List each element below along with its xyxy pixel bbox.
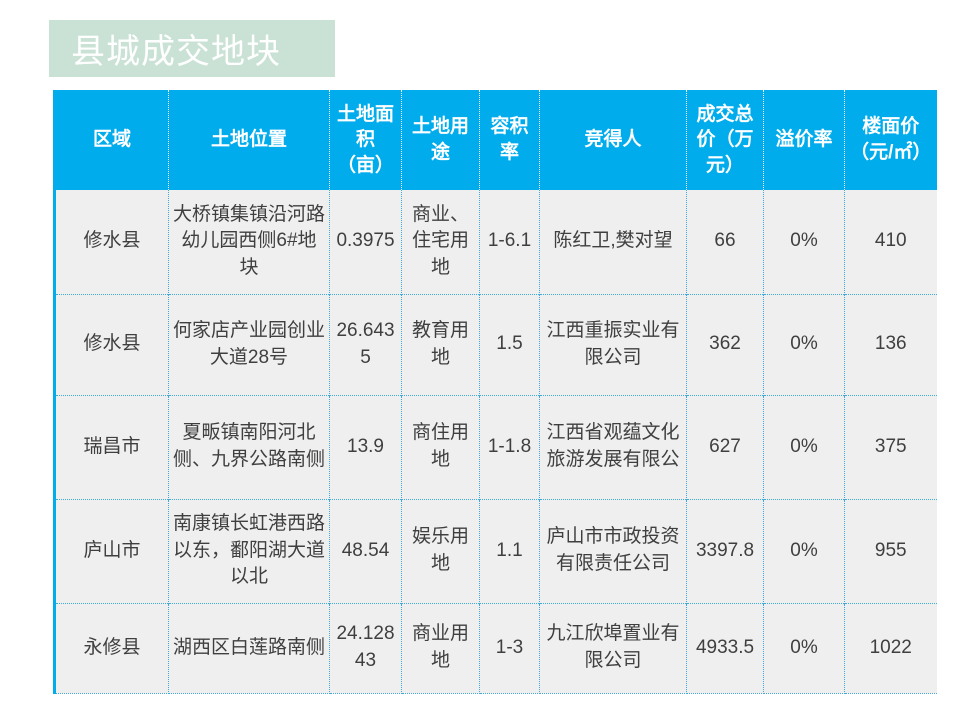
bidder-cell: 庐山市市政投资有限责任公司	[539, 498, 687, 603]
floor-price-cell: 410	[844, 190, 937, 294]
location-cell: 湖西区白莲路南侧	[168, 602, 330, 694]
column-header-area: 土地面积（亩）	[329, 90, 402, 190]
land-use-cell: 商业、住宅用地	[401, 190, 480, 294]
area-cell: 24.12843	[329, 602, 402, 694]
column-header-floor-price: 楼面价（元/㎡）	[844, 90, 937, 190]
region-cell: 瑞昌市	[54, 394, 169, 499]
far-cell: 1.1	[479, 498, 540, 603]
land-deals-table: 区域 土地位置 土地面积（亩） 土地用途 容积率 竞得人 成交总价（万元） 溢价…	[53, 90, 937, 694]
floor-price-cell: 1022	[844, 602, 937, 694]
premium-cell: 0%	[763, 190, 845, 294]
column-header-premium: 溢价率	[763, 90, 845, 190]
column-header-bidder: 竞得人	[539, 90, 687, 190]
land-use-cell: 教育用地	[401, 293, 480, 395]
land-use-cell: 商业用地	[401, 602, 480, 694]
bidder-cell: 九江欣埠置业有限公司	[539, 602, 687, 694]
total-price-cell: 66	[686, 190, 764, 294]
location-cell: 夏畈镇南阳河北侧、九界公路南侧	[168, 394, 330, 499]
premium-cell: 0%	[763, 394, 845, 499]
column-header-total-price: 成交总价（万元）	[686, 90, 764, 190]
region-cell: 永修县	[54, 602, 169, 694]
bidder-cell: 江西重振实业有限公司	[539, 293, 687, 395]
column-header-use: 土地用途	[401, 90, 480, 190]
far-cell: 1-1.8	[479, 394, 540, 499]
area-cell: 48.54	[329, 498, 402, 603]
total-price-cell: 627	[686, 394, 764, 499]
region-cell: 修水县	[54, 190, 169, 294]
column-header-region: 区域	[54, 90, 169, 190]
column-header-location: 土地位置	[168, 90, 330, 190]
area-cell: 13.9	[329, 394, 402, 499]
far-cell: 1-6.1	[479, 190, 540, 294]
total-price-cell: 4933.5	[686, 602, 764, 694]
premium-cell: 0%	[763, 293, 845, 395]
area-cell: 26.6435	[329, 293, 402, 395]
location-cell: 南康镇长虹港西路以东，鄱阳湖大道以北	[168, 498, 330, 603]
premium-cell: 0%	[763, 498, 845, 603]
table-row: 瑞昌市 夏畈镇南阳河北侧、九界公路南侧 13.9 商住用地 1-1.8 江西省观…	[54, 394, 937, 499]
table-row: 庐山市 南康镇长虹港西路以东，鄱阳湖大道以北 48.54 娱乐用地 1.1 庐山…	[54, 498, 937, 603]
table-row: 修水县 大桥镇集镇沿河路幼儿园西侧6#地块 0.3975 商业、住宅用地 1-6…	[54, 190, 937, 294]
far-cell: 1-3	[479, 602, 540, 694]
premium-cell: 0%	[763, 602, 845, 694]
region-cell: 修水县	[54, 293, 169, 395]
location-cell: 大桥镇集镇沿河路幼儿园西侧6#地块	[168, 190, 330, 294]
page-title-banner: 县城成交地块	[49, 20, 335, 77]
land-use-cell: 娱乐用地	[401, 498, 480, 603]
header-row: 区域 土地位置 土地面积（亩） 土地用途 容积率 竞得人 成交总价（万元） 溢价…	[54, 90, 937, 190]
location-cell: 何家店产业园创业大道28号	[168, 293, 330, 395]
region-cell: 庐山市	[54, 498, 169, 603]
bidder-cell: 江西省观蕴文化旅游发展有限公	[539, 394, 687, 499]
table-row: 修水县 何家店产业园创业大道28号 26.6435 教育用地 1.5 江西重振实…	[54, 293, 937, 395]
area-cell: 0.3975	[329, 190, 402, 294]
total-price-cell: 3397.8	[686, 498, 764, 603]
page-title: 县城成交地块	[71, 33, 281, 71]
far-cell: 1.5	[479, 293, 540, 395]
table-row: 永修县 湖西区白莲路南侧 24.12843 商业用地 1-3 九江欣埠置业有限公…	[54, 602, 937, 694]
total-price-cell: 362	[686, 293, 764, 395]
floor-price-cell: 375	[844, 394, 937, 499]
bidder-cell: 陈红卫,樊对望	[539, 190, 687, 294]
floor-price-cell: 955	[844, 498, 937, 603]
land-use-cell: 商住用地	[401, 394, 480, 499]
floor-price-cell: 136	[844, 293, 937, 395]
column-header-far: 容积率	[479, 90, 540, 190]
